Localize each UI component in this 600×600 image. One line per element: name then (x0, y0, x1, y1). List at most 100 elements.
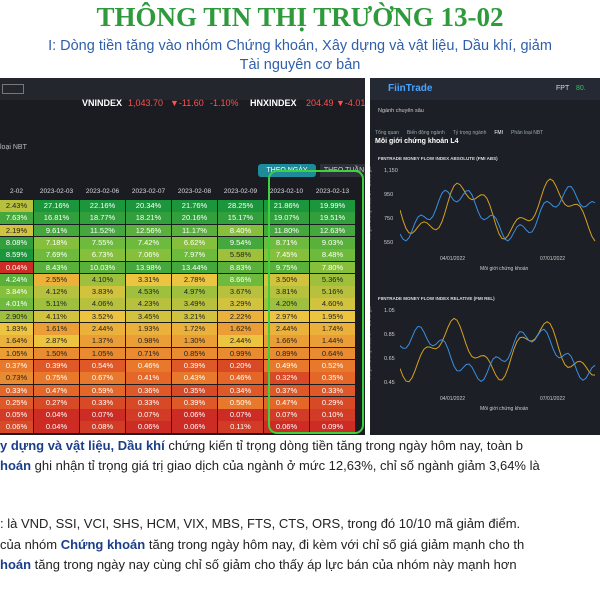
heat-cell: 8.43% (34, 261, 79, 274)
heat-cell: 0.06% (0, 421, 33, 434)
heat-cell: 7.42% (126, 236, 171, 249)
filter-label: loại NBT (0, 144, 27, 151)
heat-cell: 0.46% (218, 372, 263, 384)
heat-cell: 7.45% (264, 249, 309, 261)
y-tick-label: 0.45 (384, 380, 395, 386)
heat-cell: 7.06% (126, 249, 171, 261)
tab[interactable]: Biến động ngành (406, 130, 445, 136)
heat-cell: 0.73% (0, 372, 33, 384)
x-tick-label: 07/01/2022 (540, 396, 566, 402)
heat-cell: 4.97% (172, 286, 217, 298)
heat-cell: 11.80% (264, 224, 309, 237)
subtitle: Tài nguyên cơ bản (239, 57, 361, 73)
legend: Môi giới chứng khoán (480, 266, 529, 272)
heat-cell: 7.63% (0, 212, 33, 225)
heat-cell: 0.29% (310, 396, 355, 409)
heat-cell: 2.44% (264, 323, 309, 335)
heat-cell: 3.21% (172, 310, 217, 323)
heat-cell: 7.55% (80, 236, 125, 249)
heat-cell: 3.50% (264, 273, 309, 286)
y-tick-label: 1,150 (384, 168, 398, 174)
tab[interactable]: Tỷ trọng ngành (452, 130, 487, 136)
icon (2, 84, 24, 94)
heat-cell: 1.05% (0, 347, 33, 360)
y-axis-label: Môi giới chứng khoán L4 - Chỉ số giá (370, 307, 371, 381)
text-segment: Chứng khoán (60, 537, 146, 552)
tab[interactable]: Tổng quan (375, 130, 399, 136)
heat-cell: 1.74% (310, 323, 355, 335)
heat-cell: 9.61% (34, 224, 79, 237)
heat-cell: 21.86% (264, 200, 309, 212)
column-header: 2023-02-07 (131, 188, 166, 195)
text-line: của nhóm Chứng khoán tăng trong ngày hôm… (0, 537, 524, 552)
tabs: Tổng quan Biến động ngành Tỷ trọng ngành FM… (375, 121, 551, 139)
heat-cell: 2.44% (80, 323, 125, 335)
heat-cell: 8.08% (0, 236, 33, 249)
heat-cell: 2.87% (34, 335, 79, 348)
text-segment: ghi nhận tỉ trọng giá trị giao dịch của … (31, 458, 540, 473)
heat-cell: 2.78% (172, 273, 217, 286)
heat-cell: 5.36% (310, 273, 355, 286)
heat-cell: 11.52% (80, 224, 125, 237)
heat-cell: 0.52% (310, 359, 355, 372)
heat-cell: 5.58% (218, 249, 263, 261)
fiintrade-panel: FiinTrade FPT 80. Ngành chuyên sâu Tổng … (370, 78, 600, 435)
y-tick-label: 750 (384, 216, 394, 222)
heat-cell: 0.04% (34, 421, 79, 434)
text-segment: : là VND, SSI, VCI, SHS, HCM, VIX, MBS, … (0, 516, 521, 531)
column-header: 2023-02-09 (223, 188, 258, 195)
index-name: HNXINDEX (250, 98, 297, 108)
text-segment: tăng trong ngày hôm nay, đi kèm với chỉ … (145, 537, 525, 552)
heat-cell: 15.17% (218, 212, 263, 225)
line-plot (400, 178, 596, 242)
tab[interactable]: FMI (494, 130, 503, 136)
ticker: FPT (556, 85, 570, 92)
series-line (400, 325, 596, 383)
heat-cell: 8.83% (218, 261, 263, 274)
index-value: 204.49 (306, 98, 334, 108)
title: THÔNG TIN THỊ TRƯỜNG 13-02 (96, 2, 504, 32)
heat-cell: 4.12% (34, 286, 79, 298)
chart-title: FIINTRADE MONEY FLOW INDEX RELATIVE (FMI… (378, 296, 495, 301)
heat-cell: 1.62% (218, 323, 263, 335)
heat-cell: 4.01% (0, 298, 33, 311)
y-axis-label: Môi giới chứng khoán L4 - Chỉ số giá (370, 167, 371, 241)
heat-cell: 0.34% (218, 384, 263, 397)
heat-cell: 1.93% (126, 323, 171, 335)
heat-cell: 0.06% (172, 409, 217, 421)
index-pct: -1.10% (210, 98, 239, 108)
heat-cell: 0.59% (80, 384, 125, 397)
tab[interactable]: Phân loại NBT (510, 130, 544, 136)
heat-cell: 0.33% (126, 396, 171, 409)
heat-cell: 3.31% (126, 273, 171, 286)
highlight (268, 170, 364, 434)
heat-cell: 3.67% (218, 286, 263, 298)
x-tick-label: 04/01/2022 (440, 256, 466, 262)
ticker-price: 80. (576, 85, 586, 92)
heat-cell: 4.53% (126, 286, 171, 298)
heat-cell: 9.75% (264, 261, 309, 274)
charts: FIINTRADE MONEY FLOW INDEX ABSOLUTE (FMI… (370, 78, 600, 435)
heatmap-table: 2-02 2023-02-03 2023-02-06 2023-02-07 2023-0… (0, 188, 365, 435)
series-line (400, 317, 596, 383)
y-tick-label: 950 (384, 192, 394, 198)
heat-cell: 0.06% (264, 421, 309, 434)
heat-cell: 0.43% (172, 372, 217, 384)
heat-cell: 0.39% (34, 359, 79, 372)
text-segment: tăng trong ngày nay cùng chỉ số giảm cho… (31, 557, 517, 572)
text-segment: của nhóm (0, 537, 61, 552)
text-segment: y dựng và vật liệu, Dầu khí (0, 438, 165, 453)
heat-cell: 0.10% (310, 409, 355, 421)
heat-cell: 28.25% (218, 200, 263, 212)
heat-cell: 21.76% (172, 200, 217, 212)
heat-cell: 9.03% (310, 236, 355, 249)
heat-cell: 22.16% (80, 200, 125, 212)
industry: Môi giới chứng khoán L4 (375, 138, 459, 145)
heat-cell: 0.41% (126, 372, 171, 384)
heat-cell: 0.47% (264, 396, 309, 409)
heat-cell: 0.99% (218, 347, 263, 360)
column-header: 2023-02-13 (315, 188, 350, 195)
heat-cell: 2.55% (34, 273, 79, 286)
heat-cell: 0.39% (172, 396, 217, 409)
